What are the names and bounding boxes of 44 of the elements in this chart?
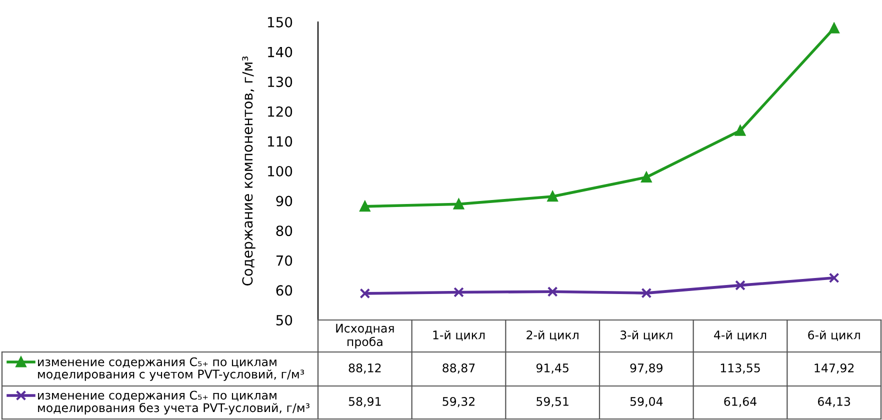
- data-label: 88,87: [442, 363, 475, 374]
- y-tick-label: 140: [268, 46, 292, 58]
- point: [360, 288, 370, 299]
- point: [454, 198, 464, 210]
- x-tick-label: 3-й цикл: [620, 330, 672, 341]
- point: [735, 125, 746, 136]
- data-label: 59,32: [442, 396, 474, 408]
- y-tick-label: 110: [268, 136, 292, 147]
- legend-label: изменение содержания C₅₊ по циклам моделирования без учета PVT-условий, г/м³: [38, 390, 310, 414]
- data-label: 58,91: [348, 396, 381, 408]
- point: [547, 191, 558, 202]
- point: [828, 272, 840, 284]
- y-tick-label: 60: [276, 285, 292, 296]
- x-tick-label: Исходная проба: [336, 324, 394, 348]
- data-label: 91,45: [536, 363, 568, 374]
- data-label: 88,12: [348, 363, 381, 374]
- y-tick-label: 120: [268, 106, 292, 117]
- y-tick-label: 90: [276, 196, 292, 206]
- x-tick-label: 2-й цикл: [526, 330, 578, 341]
- legend-label: изменение содержания C₅₊ по циклам моделирования с учетом PVT-условий, г/м³: [38, 357, 304, 381]
- point: [360, 201, 370, 212]
- y-tick-label: 100: [268, 166, 292, 176]
- data-label: 147,92: [814, 363, 854, 374]
- data-label: 61,64: [724, 396, 756, 408]
- point: [641, 288, 652, 298]
- x-tick-label: 4-й цикл: [714, 330, 766, 341]
- point: [735, 280, 746, 291]
- x-tick-label: 6-й цикл: [808, 330, 860, 341]
- data-label: 59,51: [536, 396, 568, 408]
- y-tick-label: 70: [276, 255, 292, 266]
- data-label: 113,55: [720, 363, 760, 374]
- data-label: 59,04: [630, 396, 663, 408]
- y-tick-label: 80: [276, 226, 292, 236]
- y-tick-label: 150: [268, 16, 292, 28]
- point: [641, 172, 652, 182]
- y-tick-label: 50: [276, 314, 292, 326]
- data-label: 64,13: [818, 396, 850, 408]
- point: [547, 286, 558, 297]
- x-tick-label: 1-й цикл: [433, 330, 485, 341]
- y-axis-title: Содержание компонентов, г/м³: [242, 56, 256, 286]
- point: [828, 22, 840, 34]
- y-tick-label: 130: [268, 76, 292, 88]
- point: [454, 287, 464, 298]
- data-label: 97,89: [630, 363, 662, 374]
